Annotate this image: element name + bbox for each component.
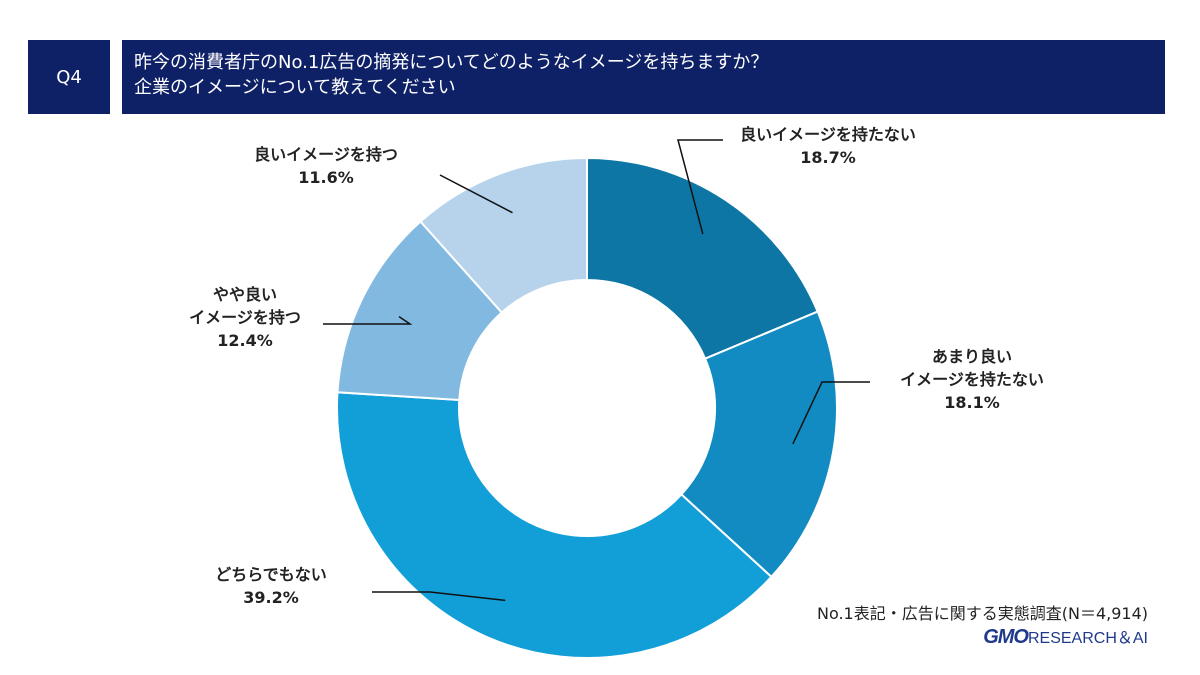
- donut-slice: [586, 156, 819, 360]
- donut-slice: [679, 310, 838, 579]
- question-title-line2: 企業のイメージについて教えてください: [134, 77, 456, 98]
- slice-value-label: 12.4%: [217, 331, 273, 350]
- slice-category-label: あまり良い: [932, 347, 1012, 366]
- leader-line: [677, 139, 723, 235]
- donut-slice: [419, 156, 588, 314]
- slice-value-label: 39.2%: [243, 588, 299, 607]
- slice-category-label: やや良い: [213, 285, 277, 304]
- survey-note: No.1表記・広告に関する実態調査(N＝4,914): [816, 604, 1148, 623]
- slice-value-label: 18.1%: [944, 393, 1000, 412]
- slice-value-label: 18.7%: [800, 148, 856, 167]
- slice-label: 良いイメージを持つ 11.6%: [254, 145, 398, 187]
- slice-category-label: 良いイメージを持つ: [254, 145, 398, 164]
- question-title-box: 昨今の消費者庁のNo.1広告の摘発についてどのようなイメージを持ちますか？ 企業…: [122, 40, 1165, 114]
- slice-label: どちらでもない 39.2%: [215, 565, 327, 607]
- leader-line: [792, 381, 870, 445]
- question-title-line1: 昨今の消費者庁のNo.1広告の摘発についてどのようなイメージを持ちますか？: [134, 52, 769, 73]
- question-number-badge: Q4: [28, 40, 110, 114]
- company-logo: GMORESEARCH＆AI: [983, 624, 1148, 649]
- slice-value-label: 11.6%: [298, 168, 354, 187]
- logo-gmo: GMO: [983, 626, 1029, 648]
- slice-category-label: どちらでもない: [215, 565, 327, 584]
- logo-research-ai: RESEARCH＆AI: [1027, 630, 1148, 647]
- slice-label: 良いイメージを持たない 18.7%: [740, 125, 916, 167]
- donut-slice: [336, 391, 773, 659]
- slice-category-label: イメージを持たない: [900, 370, 1044, 389]
- question-number: Q4: [56, 66, 82, 88]
- leader-line: [323, 316, 413, 325]
- slice-category-label: イメージを持つ: [189, 308, 301, 327]
- leader-line: [372, 591, 506, 602]
- slice-category-label: 良いイメージを持たない: [740, 125, 916, 144]
- leader-line: [439, 174, 513, 214]
